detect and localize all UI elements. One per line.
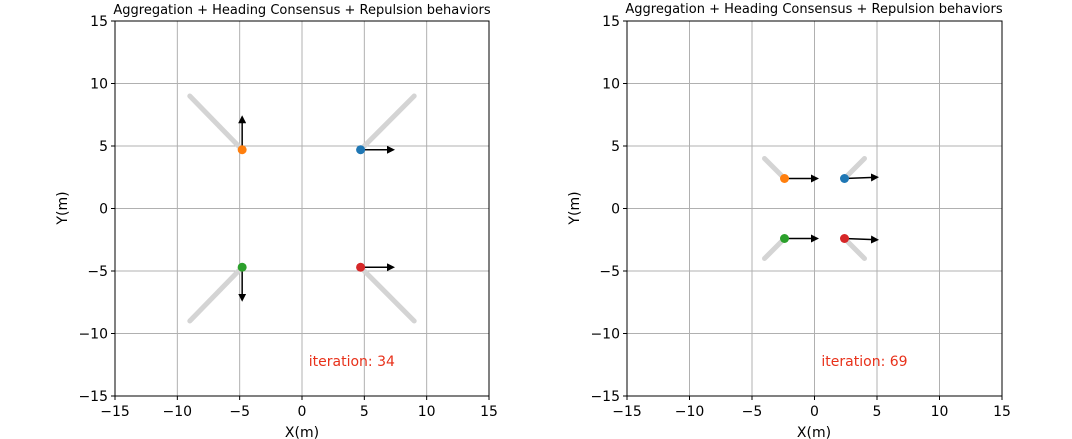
y-axis-label: Y(m)	[55, 191, 71, 225]
agent-point	[356, 262, 366, 272]
agent-point	[840, 234, 849, 243]
x-tick-label: 5	[360, 404, 369, 420]
x-tick-label: 5	[873, 404, 882, 420]
heading-arrow	[844, 235, 879, 244]
iteration-annotation: iteration: 34	[309, 354, 395, 370]
y-tick-label: −15	[78, 389, 108, 405]
x-tick-label: −10	[675, 404, 705, 420]
x-tick-label: −15	[612, 404, 642, 420]
x-tick-label: −5	[229, 404, 250, 420]
y-tick-label: −10	[78, 327, 108, 343]
y-tick-label: 0	[99, 202, 108, 218]
x-tick-label: 0	[298, 404, 307, 420]
y-tick-label: 15	[602, 14, 620, 30]
agent-trail	[187, 264, 245, 324]
agent-trail	[842, 156, 867, 181]
agent-trail	[358, 93, 417, 153]
x-axis-label: X(m)	[285, 425, 319, 439]
agent-trail	[762, 156, 787, 181]
left-plot: Aggregation + Heading Consensus + Repuls…	[55, 3, 498, 439]
y-tick-label: −15	[590, 389, 620, 405]
x-tick-label: 15	[993, 404, 1011, 420]
y-tick-label: −5	[87, 264, 108, 280]
agent-point	[780, 234, 789, 243]
y-tick-label: 0	[611, 202, 620, 218]
agent-trail	[762, 236, 787, 261]
y-tick-label: 10	[90, 77, 108, 93]
x-axis-label: X(m)	[797, 425, 831, 439]
agent-point	[237, 145, 247, 155]
agent-point	[840, 174, 849, 183]
x-tick-label: −10	[163, 404, 193, 420]
x-tick-label: 10	[931, 404, 949, 420]
agent-point	[237, 262, 247, 272]
y-tick-label: 15	[90, 14, 108, 30]
agent-trail	[187, 93, 245, 153]
plot-title: Aggregation + Heading Consensus + Repuls…	[625, 2, 1003, 17]
y-tick-label: −5	[599, 264, 620, 280]
y-tick-label: −10	[590, 327, 620, 343]
agent-point	[356, 145, 366, 155]
agent-trail	[358, 264, 417, 324]
y-tick-label: 5	[99, 139, 108, 155]
x-tick-label: 15	[480, 404, 498, 420]
agent-point	[780, 174, 789, 183]
y-tick-label: 5	[611, 139, 620, 155]
iteration-annotation: iteration: 69	[821, 354, 907, 370]
x-tick-label: −15	[100, 404, 130, 420]
plot-title: Aggregation + Heading Consensus + Repuls…	[113, 3, 491, 18]
right-plot: Aggregation + Heading Consensus + Repuls…	[567, 2, 1011, 439]
y-axis-label: Y(m)	[567, 191, 583, 225]
y-tick-label: 10	[602, 77, 620, 93]
heading-arrow	[844, 173, 879, 182]
agent-trail	[842, 236, 867, 261]
x-tick-label: 0	[810, 404, 819, 420]
x-tick-label: 10	[418, 404, 436, 420]
x-tick-label: −5	[742, 404, 763, 420]
